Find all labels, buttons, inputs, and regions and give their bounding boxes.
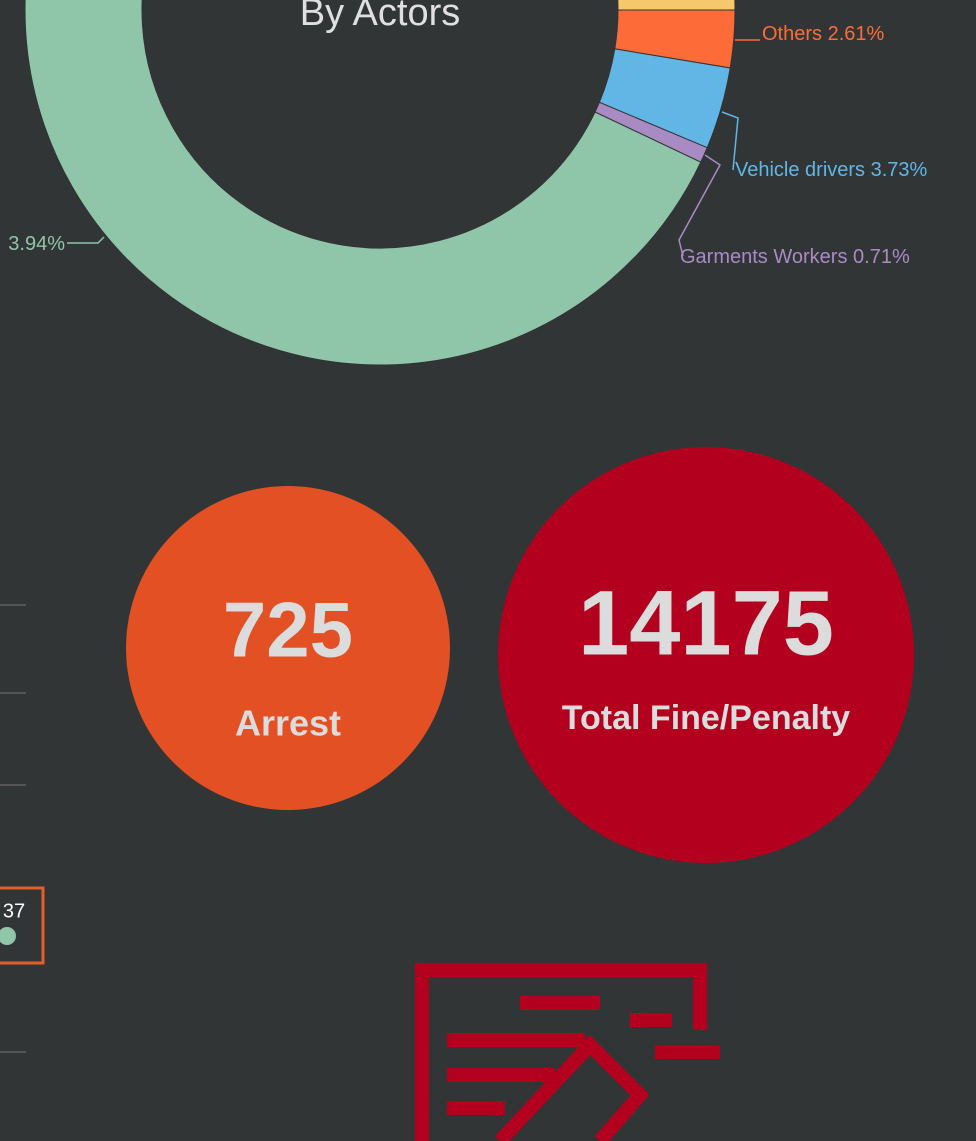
leader-line <box>721 111 739 171</box>
stat-circle <box>126 486 450 810</box>
donut-slice <box>617 0 736 11</box>
tooltip <box>0 886 45 965</box>
stat-label: Arrest <box>235 703 341 744</box>
slice-name: Vehicle drivers <box>735 159 865 181</box>
donut-slice <box>24 0 702 366</box>
leader-line <box>67 236 105 244</box>
tooltip-value: 37 <box>3 900 25 922</box>
slice-value: 3.94% <box>8 233 65 255</box>
slice-label: Others 2.61% <box>762 23 885 45</box>
stat-circle <box>498 447 914 863</box>
chart-title: By Actors <box>300 0 461 34</box>
slice-value: 2.61% <box>828 23 885 45</box>
slice-value: 3.73% <box>871 159 928 181</box>
slice-label: Garments Workers 0.71% <box>680 246 910 268</box>
tooltip-dot <box>0 927 16 945</box>
stats: 725 Arrest 14175 Total Fine/Penalty <box>126 447 914 863</box>
leader-line <box>678 154 721 257</box>
stat-value: 725 <box>223 586 353 674</box>
document-icon <box>415 963 720 1141</box>
icon-pen <box>494 1034 650 1141</box>
slice-label: 3.94% <box>8 233 65 255</box>
line-chart-fragment <box>0 604 26 1053</box>
slice-value: 0.71% <box>853 246 910 268</box>
stat-label: Total Fine/Penalty <box>562 699 851 737</box>
slice-label: Vehicle drivers 3.73% <box>735 159 928 181</box>
icon-frame <box>415 963 707 1141</box>
slice-name: Garments Workers <box>680 246 847 268</box>
stat-value: 14175 <box>578 572 834 674</box>
donut-chart: Others 2.61% Vehicle drivers 3.73% Garment… <box>8 0 928 366</box>
slice-name: Others <box>762 23 822 45</box>
